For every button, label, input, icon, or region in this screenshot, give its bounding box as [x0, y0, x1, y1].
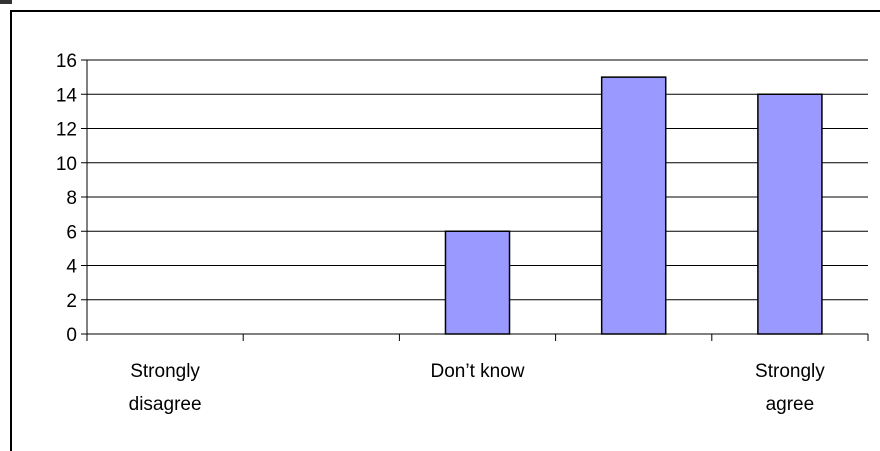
y-tick-label: 10: [56, 154, 77, 175]
y-axis-tick-labels: 0 2 4 6 8 10 12 14 16: [56, 51, 78, 346]
axes: [81, 59, 869, 341]
x-category-label: Strongly disagree: [129, 361, 202, 415]
x-axis-category-labels: Strongly disagree Don’t know Strongly agree: [129, 361, 826, 415]
y-tick-label: 12: [56, 120, 77, 141]
y-tick-label: 8: [66, 188, 77, 209]
bar: [600, 76, 667, 335]
bar: [444, 230, 511, 335]
y-tick-label: 14: [56, 85, 78, 106]
bar: [757, 93, 823, 335]
x-category-label: Strongly agree: [755, 361, 825, 415]
y-tick-label: 0: [66, 325, 77, 346]
corner-mark: [0, 0, 12, 4]
y-tick-label: 16: [56, 51, 77, 72]
y-tick-label: 6: [66, 222, 77, 243]
y-tick-label: 2: [66, 291, 77, 312]
y-tick-label: 4: [66, 257, 77, 278]
bars: [444, 76, 823, 335]
x-category-label: Don’t know: [431, 361, 525, 382]
